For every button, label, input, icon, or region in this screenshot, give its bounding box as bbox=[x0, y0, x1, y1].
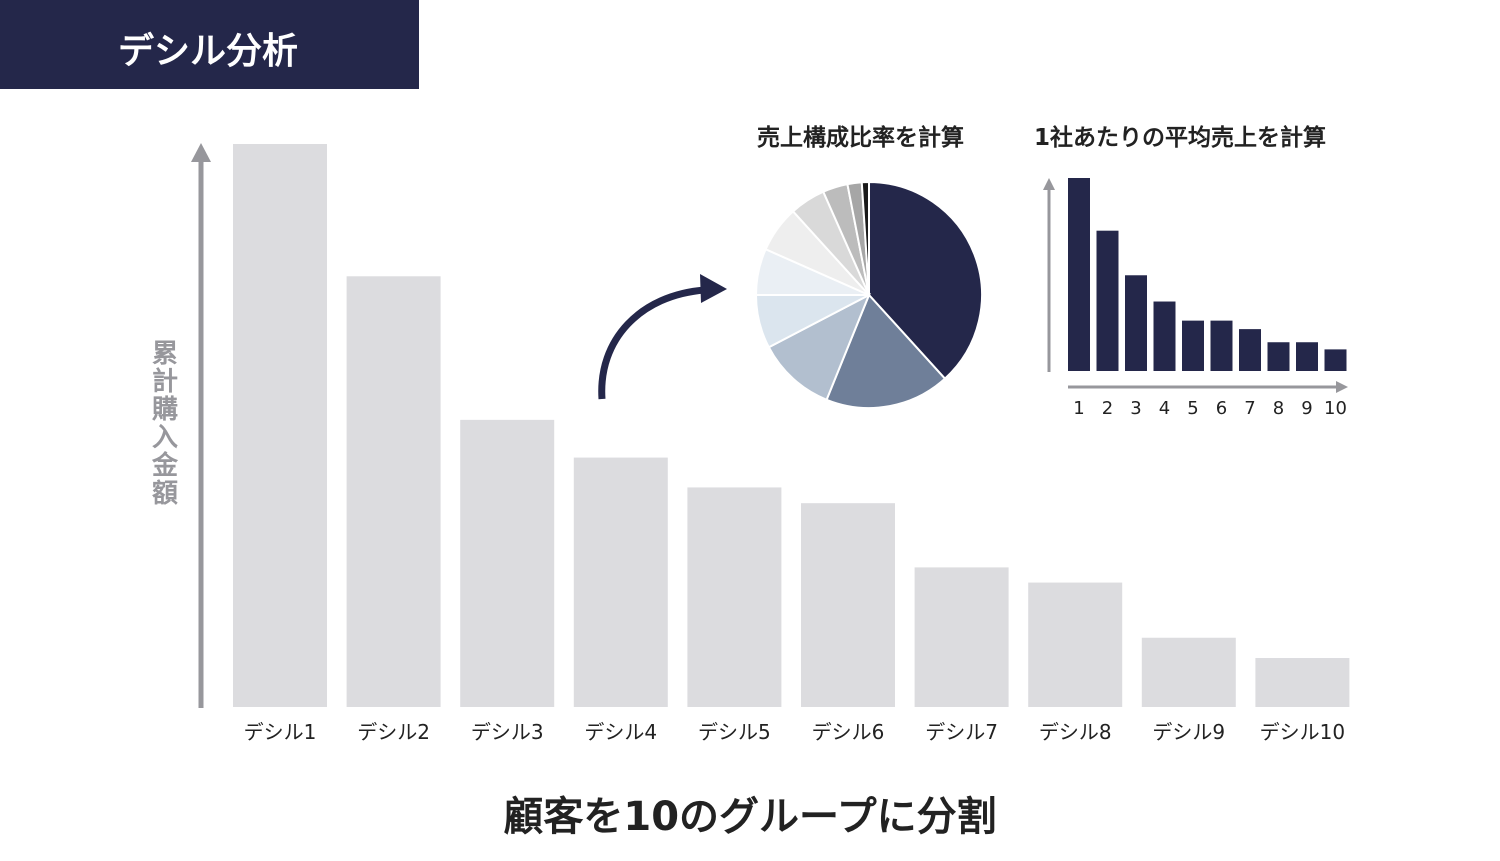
main-bar-8 bbox=[1028, 582, 1123, 707]
main-bar-6 bbox=[801, 503, 895, 707]
small-bar-1 bbox=[1068, 178, 1090, 371]
small-tick-label-10: 10 bbox=[1324, 398, 1347, 419]
small-bar-5 bbox=[1182, 320, 1204, 371]
main-bar-2 bbox=[346, 276, 441, 707]
small-bar-chart-title: 1社あたりの平均売上を計算 bbox=[1034, 125, 1327, 151]
small-tick-label-1: 1 bbox=[1073, 398, 1084, 419]
y-label-char-3: 入 bbox=[151, 423, 178, 453]
main-y-axis-label: 累計購入金額 bbox=[148, 340, 182, 508]
pie-slice-3 bbox=[767, 292, 871, 402]
main-category-label-7: デシル7 bbox=[925, 720, 998, 744]
small-tick-label-9: 9 bbox=[1301, 398, 1312, 419]
main-bar-3 bbox=[460, 419, 555, 707]
pie-slice-10 bbox=[860, 180, 870, 296]
small-bar-4 bbox=[1153, 301, 1176, 371]
y-label-char-4: 金 bbox=[151, 451, 178, 481]
small-bar-10 bbox=[1324, 349, 1347, 371]
main-y-axis-arrowhead bbox=[191, 143, 211, 162]
main-bar-1 bbox=[233, 144, 327, 707]
curved-arrow-head bbox=[700, 274, 727, 303]
pie-slice-2 bbox=[825, 293, 947, 409]
small-x-axis-arrowhead bbox=[1336, 381, 1348, 393]
main-category-label-8: デシル8 bbox=[1039, 720, 1112, 744]
y-label-char-5: 額 bbox=[151, 479, 178, 509]
y-label-char-2: 購 bbox=[151, 395, 178, 425]
curved-arrow bbox=[598, 286, 706, 400]
small-y-axis-arrowhead bbox=[1043, 178, 1055, 190]
small-tick-label-6: 6 bbox=[1216, 398, 1227, 419]
y-label-char-0: 累 bbox=[151, 339, 178, 369]
main-category-label-10: デシル10 bbox=[1260, 720, 1345, 744]
small-bar-2 bbox=[1096, 230, 1119, 371]
main-bar-7 bbox=[914, 567, 1009, 707]
small-tick-label-4: 4 bbox=[1159, 398, 1170, 419]
pie-chart-title: 売上構成比率を計算 bbox=[757, 125, 964, 151]
small-bar-8 bbox=[1267, 342, 1290, 371]
pie-slice-1 bbox=[868, 180, 983, 381]
small-tick-label-3: 3 bbox=[1130, 398, 1141, 419]
small-bar-6 bbox=[1210, 320, 1233, 371]
small-bar-7 bbox=[1239, 329, 1261, 371]
small-bars bbox=[1068, 178, 1347, 371]
header-banner: デシル分析 bbox=[0, 0, 419, 89]
main-bar-4 bbox=[573, 457, 668, 707]
main-category-label-3: デシル3 bbox=[471, 720, 544, 744]
small-tick-label-7: 7 bbox=[1244, 398, 1255, 419]
main-category-label-6: デシル6 bbox=[812, 720, 885, 744]
main-bar-9 bbox=[1141, 637, 1236, 707]
y-label-char-1: 計 bbox=[151, 367, 178, 397]
small-tick-label-5: 5 bbox=[1187, 398, 1198, 419]
main-category-labels: デシル1 デシル2 デシル3 デシル4 デシル5 デシル6 デシル7 デシル8 デシル9 デシル1… bbox=[244, 720, 1345, 744]
small-tick-labels: 1 2 3 4 5 6 7 8 9 10 bbox=[1073, 398, 1347, 419]
main-category-label-9: デシル9 bbox=[1152, 720, 1225, 744]
main-category-label-2: デシル2 bbox=[357, 720, 430, 744]
small-tick-label-8: 8 bbox=[1273, 398, 1284, 419]
small-bar-3 bbox=[1125, 275, 1147, 371]
main-category-label-1: デシル1 bbox=[244, 720, 317, 744]
pie-chart bbox=[754, 180, 983, 409]
main-category-label-4: デシル4 bbox=[584, 720, 657, 744]
small-bar-9 bbox=[1296, 342, 1318, 371]
main-bars bbox=[233, 144, 1350, 707]
small-tick-label-2: 2 bbox=[1102, 398, 1113, 419]
main-category-label-5: デシル5 bbox=[698, 720, 771, 744]
page-title: デシル分析 bbox=[118, 31, 299, 72]
bottom-caption: 顧客を10のグループに分割 bbox=[503, 794, 997, 840]
main-bar-10 bbox=[1255, 658, 1350, 707]
main-bar-5 bbox=[687, 487, 782, 707]
